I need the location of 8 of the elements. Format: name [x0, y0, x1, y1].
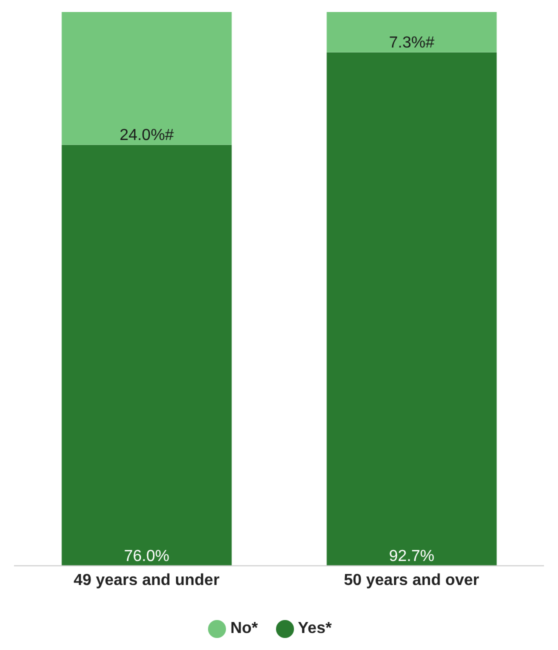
legend-label: Yes*: [298, 620, 332, 637]
data-label: 7.3%#: [389, 34, 434, 52]
data-label: 92.7%: [389, 548, 434, 565]
x-tick-label: 50 years and over: [344, 572, 480, 590]
x-tick-label: 49 years and under: [74, 572, 220, 590]
data-label: 76.0%: [124, 548, 170, 565]
legend-label: No*: [230, 620, 258, 637]
data-label: 24.0%#: [120, 126, 174, 144]
